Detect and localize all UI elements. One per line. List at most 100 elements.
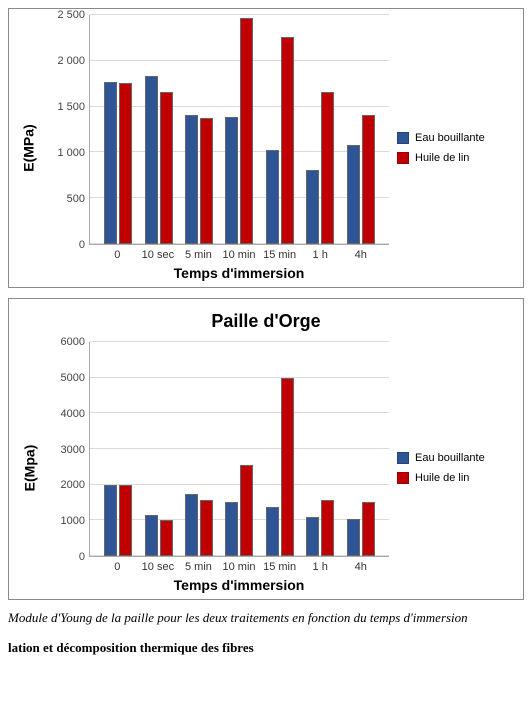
- chart-top-container: E(MPa) 05001 0001 5002 0002 500 010 sec5…: [8, 8, 524, 288]
- bar: [266, 507, 279, 556]
- bar: [185, 494, 198, 556]
- xtick-label: 4h: [340, 561, 381, 573]
- chart-bottom-container: Paille d'Orge E(Mpa) 0 1000 2000 3000 4000 50…: [8, 298, 524, 600]
- xtick-label: 15 min: [259, 561, 300, 573]
- legend-label: Eau bouillante: [415, 452, 485, 464]
- chart-top-xlabels: 010 sec5 min10 min15 min1 h4h: [89, 249, 389, 261]
- xtick-label: 10 sec: [138, 561, 179, 573]
- bar: [119, 485, 132, 556]
- bar: [145, 76, 158, 244]
- bar-group: [138, 515, 178, 556]
- xtick-label: 5 min: [178, 561, 219, 573]
- xtick-label: 4h: [340, 249, 381, 261]
- bar: [362, 502, 375, 556]
- legend-swatch: [397, 132, 409, 144]
- bar: [347, 145, 360, 244]
- subheading-text: lation et décomposition thermique des fi…: [8, 640, 524, 656]
- bar: [160, 520, 173, 556]
- legend-item: Huile de lin: [397, 152, 517, 164]
- ytick-label: 5000: [61, 372, 85, 384]
- ytick-label: 500: [67, 193, 85, 205]
- chart-bottom-row: E(Mpa) 0100020003000400050006000 010 sec…: [15, 342, 517, 593]
- xtick-label: 15 min: [259, 249, 300, 261]
- legend-swatch: [397, 472, 409, 484]
- legend-swatch: [397, 152, 409, 164]
- legend-label: Eau bouillante: [415, 132, 485, 144]
- bar: [321, 500, 334, 556]
- xtick-label: 0: [97, 561, 138, 573]
- ytick-label: 1000: [61, 515, 85, 527]
- bar: [321, 92, 334, 244]
- bar-group: [219, 465, 259, 556]
- chart-bottom-title: Paille d'Orge: [15, 311, 517, 332]
- ytick-label: 2 500: [57, 9, 85, 21]
- bar: [362, 115, 375, 244]
- bar: [347, 519, 360, 556]
- ytick-label: 3000: [61, 444, 85, 456]
- bar-group: [219, 18, 259, 244]
- chart-bottom-yaxis: 0100020003000400050006000: [43, 342, 89, 557]
- ytick-label: 6000: [61, 336, 85, 348]
- bar-group: [138, 76, 178, 244]
- chart-bottom-xaxis-title: Temps d'immersion: [89, 577, 389, 593]
- bar: [266, 150, 279, 244]
- xtick-label: 0: [97, 249, 138, 261]
- bar-group: [300, 500, 340, 556]
- legend-item: Eau bouillante: [397, 132, 517, 144]
- chart-top-ylabel-col: E(MPa): [15, 15, 43, 281]
- chart-top-row: E(MPa) 05001 0001 5002 0002 500 010 sec5…: [15, 15, 517, 281]
- bar: [104, 485, 117, 556]
- bar: [240, 465, 253, 556]
- bar-group: [341, 502, 381, 556]
- ytick-label: 2 000: [57, 55, 85, 67]
- bar: [145, 515, 158, 556]
- bar-group: [98, 485, 138, 556]
- bar: [200, 500, 213, 556]
- bar: [185, 115, 198, 244]
- xtick-label: 5 min: [178, 249, 219, 261]
- chart-bottom-plot-col: 010 sec5 min10 min15 min1 h4h Temps d'im…: [89, 342, 389, 593]
- bar: [306, 170, 319, 244]
- bar: [281, 37, 294, 244]
- bar: [225, 117, 238, 244]
- chart-top-xaxis-title: Temps d'immersion: [89, 265, 389, 281]
- ytick-label: 1 000: [57, 147, 85, 159]
- chart-top-plot: [89, 15, 389, 245]
- xtick-label: 1 h: [300, 561, 341, 573]
- figure-caption: Module d'Young de la paille pour les deu…: [8, 610, 524, 626]
- ytick-label: 2000: [61, 479, 85, 491]
- ytick-label: 0: [79, 239, 85, 251]
- legend-label: Huile de lin: [415, 152, 469, 164]
- chart-bottom-ylabel-col: E(Mpa): [15, 342, 43, 593]
- bar-group: [260, 378, 300, 556]
- chart-bottom-legend: Eau bouillante Huile de lin: [389, 342, 517, 593]
- bar-group: [341, 115, 381, 244]
- bar: [119, 83, 132, 244]
- bar: [306, 517, 319, 556]
- legend-swatch: [397, 452, 409, 464]
- xtick-label: 10 min: [219, 249, 260, 261]
- bar-group: [179, 494, 219, 556]
- xtick-label: 10 min: [219, 561, 260, 573]
- legend-item: Huile de lin: [397, 472, 517, 484]
- bar-group: [260, 37, 300, 244]
- bar: [225, 502, 238, 556]
- chart-bottom-bars: [90, 342, 389, 556]
- bar: [281, 378, 294, 556]
- bar: [160, 92, 173, 244]
- ytick-label: 0: [79, 551, 85, 563]
- bar-group: [179, 115, 219, 244]
- chart-bottom-plot: [89, 342, 389, 557]
- chart-top-plot-col: 010 sec5 min10 min15 min1 h4h Temps d'im…: [89, 15, 389, 281]
- legend-item: Eau bouillante: [397, 452, 517, 464]
- ytick-label: 4000: [61, 408, 85, 420]
- chart-top-ylabel: E(MPa): [21, 124, 37, 171]
- bar: [240, 18, 253, 244]
- xtick-label: 1 h: [300, 249, 341, 261]
- ytick-label: 1 500: [57, 101, 85, 113]
- legend-label: Huile de lin: [415, 472, 469, 484]
- chart-top-legend: Eau bouillante Huile de lin: [389, 15, 517, 281]
- bar-group: [300, 92, 340, 244]
- chart-top-bars: [90, 15, 389, 244]
- xtick-label: 10 sec: [138, 249, 179, 261]
